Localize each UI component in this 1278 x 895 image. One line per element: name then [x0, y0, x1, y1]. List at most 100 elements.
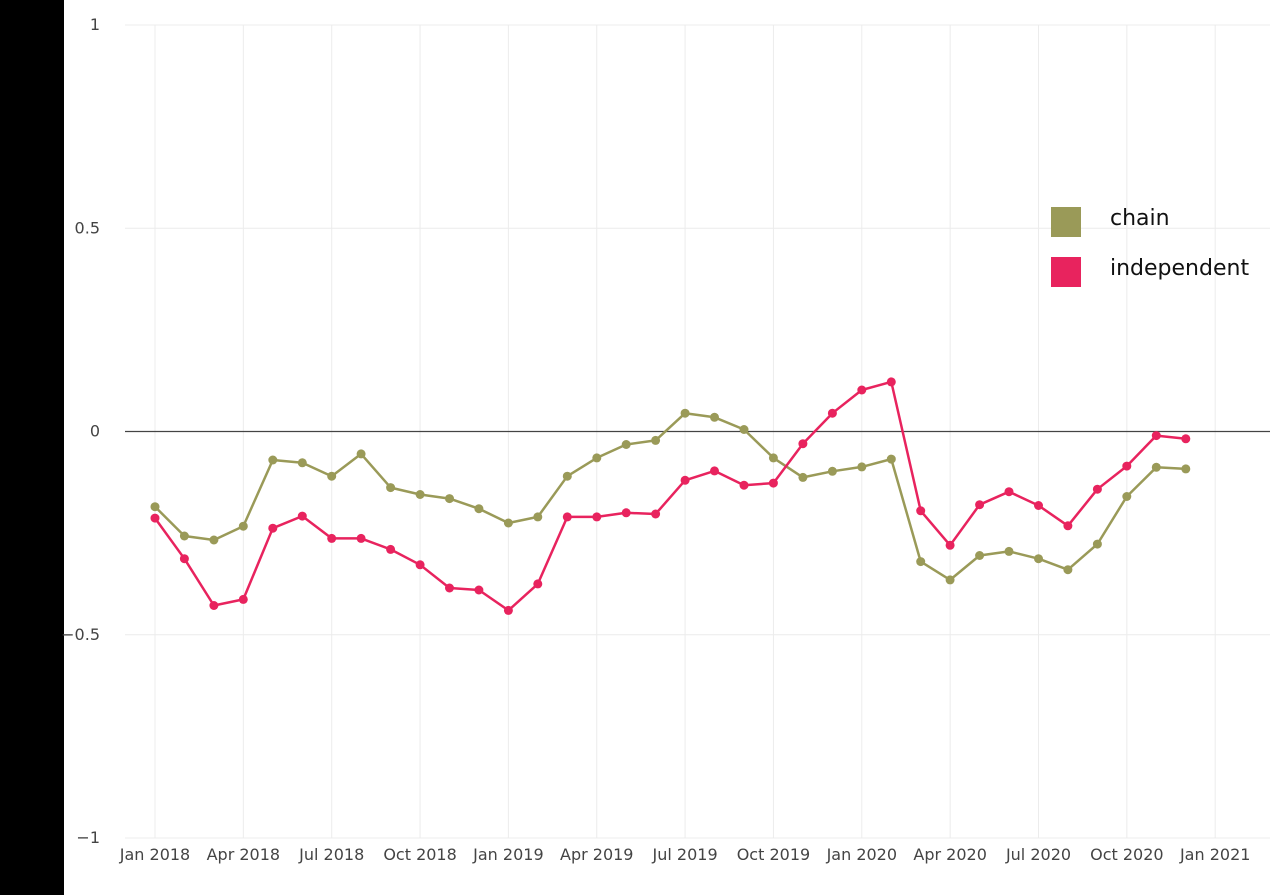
data-point-independent[interactable] [1122, 461, 1132, 471]
data-point-independent[interactable] [621, 508, 631, 518]
data-point-chain[interactable] [533, 512, 543, 522]
x-tick-label: Jul 2018 [298, 845, 364, 864]
data-point-chain[interactable] [945, 575, 955, 585]
data-point-chain[interactable] [474, 504, 484, 514]
data-point-independent[interactable] [1063, 521, 1073, 531]
data-point-chain[interactable] [1092, 539, 1102, 549]
data-point-independent[interactable] [1034, 501, 1043, 510]
series-line-chain [154, 411, 1186, 582]
left-black-bar [0, 0, 64, 895]
data-point-chain[interactable] [857, 462, 867, 472]
data-point-independent[interactable] [533, 579, 543, 589]
data-point-independent[interactable] [827, 408, 837, 418]
data-point-independent[interactable] [592, 512, 602, 522]
legend: chain independent [1051, 206, 1249, 287]
data-point-chain[interactable] [356, 449, 366, 459]
data-point-independent[interactable] [562, 512, 572, 522]
y-tick-label: −0.5 [61, 625, 100, 644]
data-point-independent[interactable] [1004, 487, 1014, 497]
y-tick-label: 1 [90, 15, 100, 34]
data-point-chain[interactable] [768, 453, 778, 463]
data-point-chain[interactable] [798, 472, 808, 482]
data-point-independent[interactable] [857, 385, 867, 395]
series-chain [150, 408, 1191, 585]
legend-item-chain[interactable]: chain [1051, 206, 1170, 237]
x-axis-ticks: Jan 2018 Apr 2018 Jul 2018 Oct 2018 Jan 2019… [119, 845, 1251, 864]
data-point-independent[interactable] [680, 475, 690, 485]
data-point-independent[interactable] [1092, 484, 1102, 494]
x-tick-label: Oct 2020 [1090, 845, 1163, 864]
data-point-chain[interactable] [179, 531, 189, 541]
data-point-independent[interactable] [975, 500, 985, 510]
data-point-independent[interactable] [651, 509, 661, 519]
data-point-chain[interactable] [592, 453, 602, 463]
x-tick-label: Jan 2021 [1179, 845, 1250, 864]
data-point-chain[interactable] [386, 483, 396, 493]
x-tick-label: Jan 2018 [119, 845, 190, 864]
data-point-chain[interactable] [975, 551, 985, 560]
data-point-chain[interactable] [1151, 462, 1161, 472]
x-tick-label: Jul 2019 [652, 845, 718, 864]
data-point-chain[interactable] [445, 494, 454, 504]
data-point-chain[interactable] [827, 466, 837, 476]
y-tick-label: −1 [76, 828, 100, 847]
data-point-chain[interactable] [297, 458, 307, 468]
data-point-independent[interactable] [798, 439, 808, 449]
data-point-independent[interactable] [768, 478, 778, 488]
data-point-chain[interactable] [710, 412, 719, 422]
data-point-independent[interactable] [1151, 431, 1161, 441]
legend-swatch [1051, 207, 1081, 237]
data-point-independent[interactable] [886, 377, 896, 387]
x-tick-label: Jul 2020 [1005, 845, 1071, 864]
data-point-independent[interactable] [238, 594, 248, 604]
data-point-independent[interactable] [386, 544, 396, 554]
data-point-chain[interactable] [327, 471, 337, 481]
y-tick-label: 0.5 [75, 218, 100, 237]
y-tick-label: 0 [90, 422, 100, 441]
x-tick-label: Apr 2020 [913, 845, 986, 864]
data-point-independent[interactable] [209, 601, 219, 610]
series-line-independent [153, 380, 1186, 612]
data-point-independent[interactable] [327, 533, 337, 543]
data-point-chain[interactable] [562, 471, 572, 481]
data-point-chain[interactable] [238, 521, 248, 531]
legend-swatch [1051, 257, 1081, 287]
data-point-chain[interactable] [268, 455, 278, 465]
data-point-independent[interactable] [150, 513, 160, 523]
data-point-chain[interactable] [1122, 492, 1132, 501]
x-tick-label: Apr 2019 [560, 845, 633, 864]
data-point-independent[interactable] [503, 605, 513, 615]
data-point-independent[interactable] [445, 583, 454, 593]
legend-label: chain [1110, 206, 1170, 231]
data-point-independent[interactable] [474, 585, 484, 595]
data-point-chain[interactable] [916, 557, 926, 567]
data-point-chain[interactable] [209, 535, 219, 545]
legend-item-independent[interactable]: independent [1051, 256, 1249, 287]
series-independent [150, 377, 1191, 615]
data-point-independent[interactable] [1181, 434, 1191, 444]
data-point-independent[interactable] [179, 554, 189, 564]
data-point-chain[interactable] [651, 435, 661, 445]
data-point-chain[interactable] [680, 408, 690, 418]
data-point-chain[interactable] [621, 440, 631, 449]
x-tick-label: Jan 2019 [472, 845, 543, 864]
data-point-chain[interactable] [739, 425, 749, 434]
data-point-independent[interactable] [945, 540, 955, 550]
data-point-chain[interactable] [415, 490, 425, 499]
data-point-independent[interactable] [739, 480, 749, 490]
series-group [150, 377, 1191, 615]
data-point-independent[interactable] [916, 506, 926, 516]
data-point-independent[interactable] [297, 511, 307, 521]
data-point-independent[interactable] [268, 523, 278, 533]
data-point-chain[interactable] [150, 502, 160, 512]
data-point-chain[interactable] [503, 518, 513, 528]
data-point-independent[interactable] [356, 533, 366, 543]
data-point-chain[interactable] [1063, 565, 1073, 575]
data-point-chain[interactable] [1034, 554, 1043, 564]
data-point-chain[interactable] [1181, 464, 1191, 474]
data-point-chain[interactable] [886, 454, 896, 464]
data-point-independent[interactable] [710, 466, 719, 476]
data-point-chain[interactable] [1004, 546, 1014, 556]
data-point-independent[interactable] [415, 560, 425, 570]
